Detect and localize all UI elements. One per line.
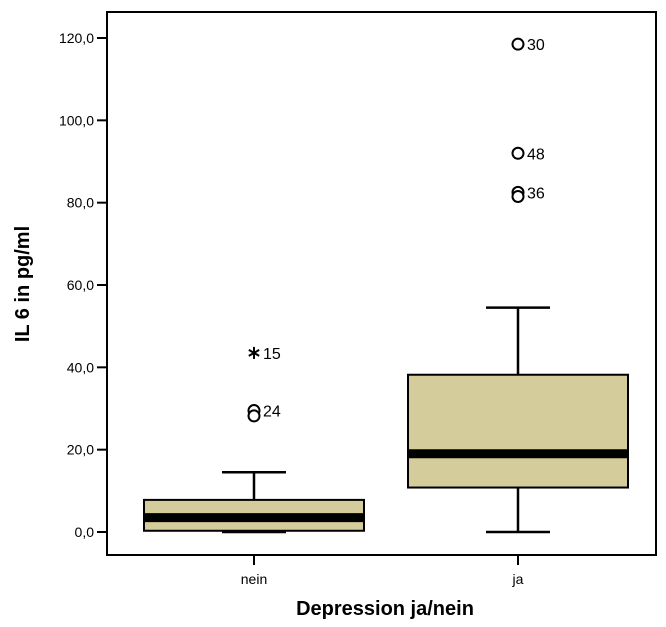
y-tick-label: 120,0 — [59, 30, 94, 46]
y-tick-label: 60,0 — [67, 277, 94, 293]
x-axis-title: Depression ja/nein — [296, 598, 474, 620]
outlier-label: 24 — [263, 404, 281, 421]
x-tick-label: nein — [241, 571, 267, 587]
outlier-label: 30 — [527, 37, 545, 54]
star-stroke — [248, 349, 260, 357]
iqr-box — [407, 373, 629, 489]
x-tick-label: ja — [512, 571, 524, 587]
box-group: 24 15 30 48 36 — [143, 37, 629, 534]
outlier-point — [511, 189, 525, 203]
outlier-label: 15 — [263, 346, 281, 363]
x-axis: nein ja — [241, 555, 524, 587]
y-tick-label: 80,0 — [67, 195, 94, 211]
y-tick-label: 20,0 — [67, 442, 94, 458]
outlier-point — [247, 409, 261, 423]
y-axis: 0,0 20,0 40,0 60,0 80,0 100,0 120,0 — [59, 30, 107, 540]
extreme-outlier-star — [248, 346, 260, 359]
outlier-point — [511, 146, 525, 160]
outlier-point — [511, 37, 525, 51]
y-tick-label: 0,0 — [75, 524, 95, 540]
outlier-label: 36 — [527, 185, 545, 202]
y-tick-label: 40,0 — [67, 359, 94, 375]
box-ja: 30 48 36 — [407, 37, 629, 534]
y-tick-label: 100,0 — [59, 112, 94, 128]
y-axis-title: IL 6 in pg/ml — [12, 226, 34, 342]
box-nein: 24 15 — [143, 346, 365, 534]
outlier-label: 48 — [527, 146, 545, 163]
